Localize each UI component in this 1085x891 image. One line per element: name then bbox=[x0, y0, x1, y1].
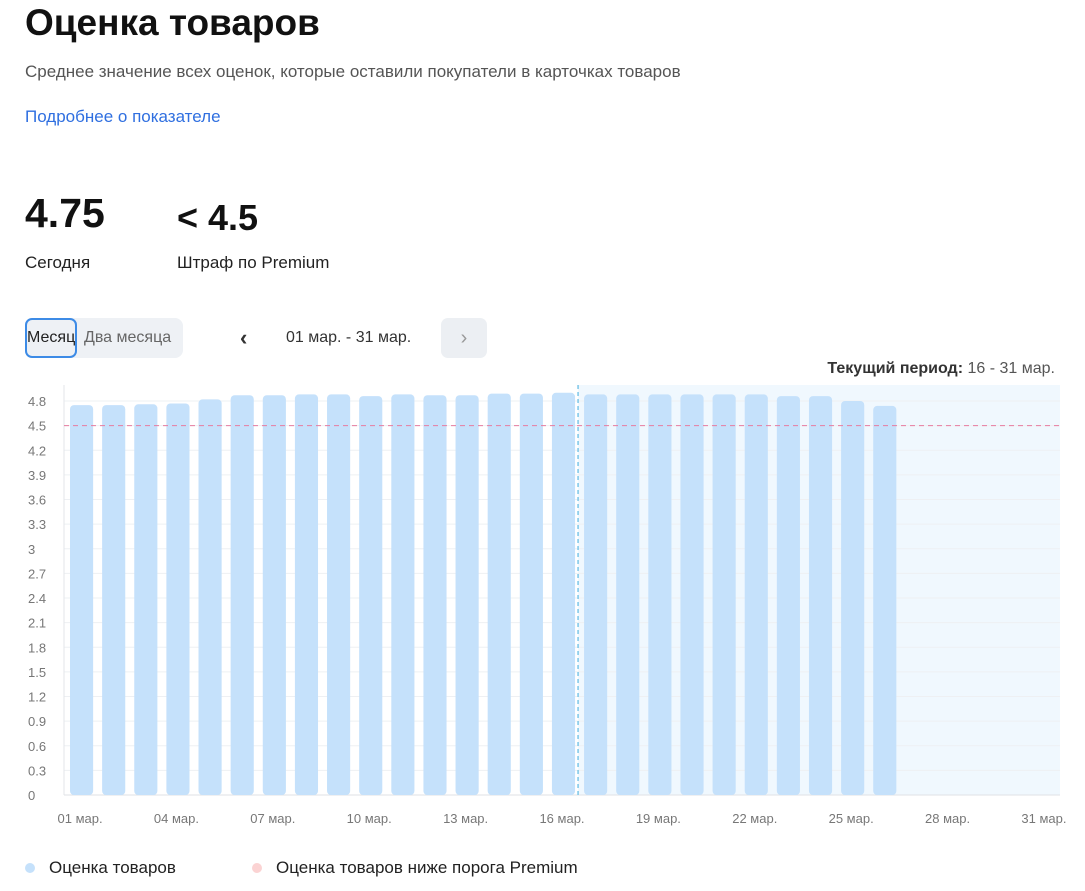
current-period-label: Текущий период: bbox=[827, 360, 964, 377]
y-tick-label: 0.6 bbox=[28, 739, 46, 754]
current-period: Текущий период: 16 - 31 мар. bbox=[827, 360, 1055, 378]
x-tick-label: 10 мар. bbox=[347, 811, 392, 826]
page-subtitle: Среднее значение всех оценок, которые ос… bbox=[25, 62, 681, 81]
bar bbox=[616, 394, 640, 795]
x-tick-label: 22 мар. bbox=[732, 811, 777, 826]
x-tick-label: 13 мар. bbox=[443, 811, 488, 826]
bar bbox=[198, 399, 222, 795]
y-tick-label: 3 bbox=[28, 542, 35, 557]
more-info-link[interactable]: Подробнее о показателе bbox=[25, 107, 221, 126]
bar bbox=[744, 394, 768, 795]
bar bbox=[584, 394, 608, 795]
bar bbox=[423, 395, 447, 795]
y-tick-label: 3.6 bbox=[28, 493, 46, 508]
bar bbox=[808, 396, 833, 795]
x-tick-label: 28 мар. bbox=[925, 811, 970, 826]
chevron-right-icon[interactable]: › bbox=[441, 318, 487, 358]
y-tick-label: 1.8 bbox=[28, 640, 46, 655]
x-tick-label: 25 мар. bbox=[829, 811, 874, 826]
bar bbox=[391, 394, 415, 795]
bar bbox=[70, 405, 94, 795]
legend-label: Оценка товаров bbox=[49, 858, 176, 877]
bar bbox=[776, 396, 800, 795]
y-tick-label: 2.1 bbox=[28, 616, 46, 631]
x-tick-label: 19 мар. bbox=[636, 811, 681, 826]
bar bbox=[873, 405, 897, 795]
bar bbox=[712, 394, 736, 795]
legend-dot-icon bbox=[25, 863, 35, 873]
legend-item-below-threshold: Оценка товаров ниже порога Premium bbox=[252, 858, 578, 878]
bar bbox=[102, 405, 126, 795]
chevron-left-icon[interactable]: ‹ bbox=[240, 325, 248, 350]
y-tick-label: 0 bbox=[28, 788, 35, 803]
y-tick-label: 2.7 bbox=[28, 566, 46, 581]
bar bbox=[359, 396, 383, 795]
bar bbox=[230, 395, 254, 795]
y-tick-label: 1.2 bbox=[28, 690, 46, 705]
x-tick-label: 07 мар. bbox=[250, 811, 295, 826]
y-tick-label: 4.5 bbox=[28, 419, 46, 434]
y-tick-label: 3.3 bbox=[28, 517, 46, 532]
bar bbox=[551, 392, 576, 795]
y-tick-label: 0.9 bbox=[28, 714, 46, 729]
bar bbox=[166, 403, 190, 795]
y-tick-label: 3.9 bbox=[28, 468, 46, 483]
tab-month[interactable]: Месяц bbox=[25, 318, 77, 358]
penalty-value: < 4.5 bbox=[177, 197, 259, 238]
bar bbox=[648, 394, 672, 795]
legend-dot-icon bbox=[252, 863, 262, 873]
y-tick-label: 1.5 bbox=[28, 665, 46, 680]
legend-label: Оценка товаров ниже порога Premium bbox=[276, 858, 578, 877]
x-tick-label: 31 мар. bbox=[1021, 811, 1066, 826]
bar bbox=[487, 393, 511, 795]
y-tick-label: 4.8 bbox=[28, 394, 46, 409]
y-tick-label: 0.3 bbox=[28, 763, 46, 778]
x-tick-label: 16 мар. bbox=[539, 811, 584, 826]
bar bbox=[262, 395, 286, 795]
y-tick-label: 2.4 bbox=[28, 591, 46, 606]
x-tick-label: 01 мар. bbox=[58, 811, 103, 826]
bar bbox=[327, 394, 351, 795]
today-value: 4.75 bbox=[25, 190, 105, 236]
y-tick-label: 4.2 bbox=[28, 443, 46, 458]
date-range: 01 мар. - 31 мар. bbox=[286, 329, 412, 346]
legend-item-rating: Оценка товаров bbox=[25, 858, 176, 878]
period-switch: Месяц Два месяца bbox=[25, 318, 183, 358]
bar bbox=[680, 394, 704, 795]
x-tick-label: 04 мар. bbox=[154, 811, 199, 826]
bar bbox=[841, 401, 865, 795]
bar bbox=[519, 393, 543, 795]
bar bbox=[294, 394, 319, 795]
current-period-value: 16 - 31 мар. bbox=[967, 360, 1056, 377]
today-label: Сегодня bbox=[25, 253, 91, 272]
bar bbox=[134, 404, 158, 795]
penalty-label: Штраф по Premium bbox=[177, 253, 330, 272]
bar bbox=[455, 395, 479, 795]
tab-two-months[interactable]: Два месяца bbox=[84, 329, 172, 346]
rating-chart: 0 0.3 0.6 0.9 1.2 1.5 1.8 2.1 2.4 2.7 3 3.3 3.6 3.9 4.… bbox=[28, 385, 1066, 826]
page-title: Оценка товаров bbox=[25, 2, 320, 43]
